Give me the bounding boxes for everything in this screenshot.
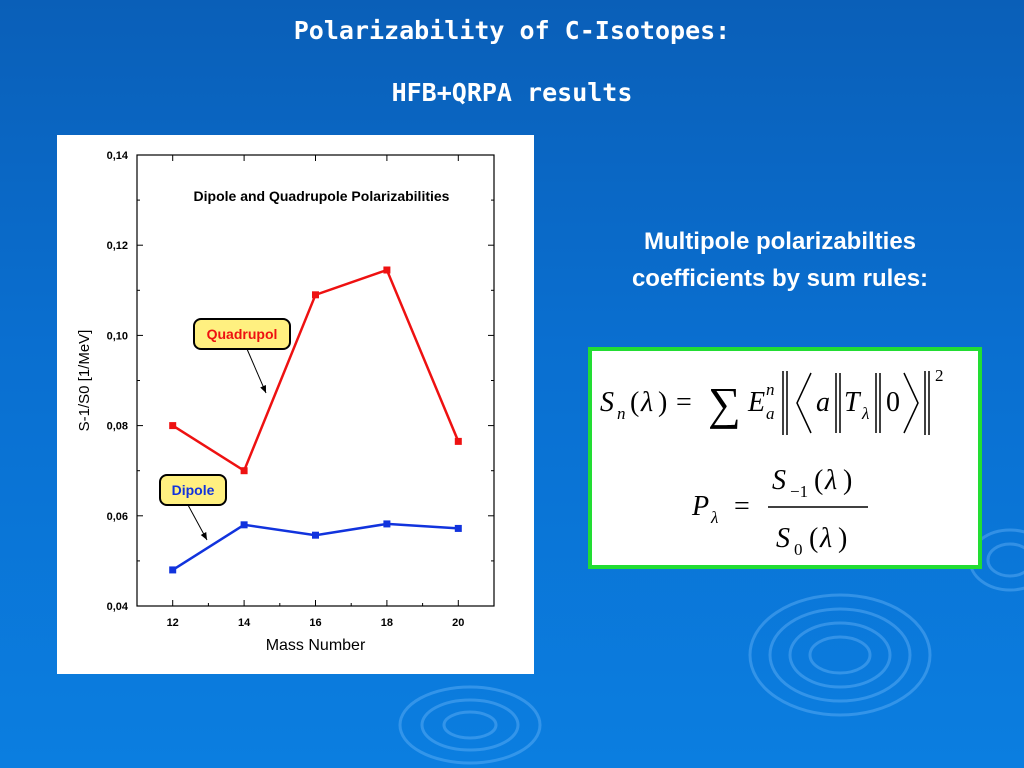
svg-text:−1: −1 xyxy=(790,482,808,501)
callout-arrowhead-quadrupol xyxy=(260,385,266,393)
callout-box-quadrupol xyxy=(193,318,291,350)
svg-text:E: E xyxy=(747,387,765,418)
svg-text:λ: λ xyxy=(861,404,869,423)
svg-text:P: P xyxy=(691,491,709,522)
callout-arrow-quadrupol xyxy=(246,348,267,394)
svg-text:S: S xyxy=(776,523,790,554)
svg-text:S: S xyxy=(600,387,614,418)
y-tick-label: 0,06 xyxy=(107,511,128,523)
svg-text:∑: ∑ xyxy=(708,378,741,429)
data-point-quadrupol xyxy=(312,291,319,299)
x-tick-label: 20 xyxy=(452,617,464,629)
svg-text:n: n xyxy=(617,404,626,423)
svg-text:λ: λ xyxy=(640,387,653,418)
callout-box-dipole xyxy=(159,474,227,506)
svg-text:a: a xyxy=(766,404,775,423)
data-point-quadrupol xyxy=(454,437,462,445)
data-point-dipole xyxy=(240,521,248,529)
data-point-quadrupol xyxy=(240,467,248,475)
svg-text:S: S xyxy=(772,465,786,496)
series-line-quadrupol xyxy=(172,268,460,473)
x-tick-label: 14 xyxy=(238,617,251,629)
y-tick-label: 0,14 xyxy=(107,150,129,162)
polarizability-formula: P λ = S −1 ( λ ) S 0 ( λ ) xyxy=(691,465,868,559)
caption-line1: Multipole polarizabilties xyxy=(643,228,917,255)
y-tick-label: 0,10 xyxy=(107,330,128,342)
svg-text:(: ( xyxy=(814,465,823,496)
data-point-dipole xyxy=(169,566,177,574)
svg-text:2: 2 xyxy=(935,366,944,385)
callout-label-quadrupol: Quadrupol xyxy=(207,326,278,342)
callout-arrowhead-dipole xyxy=(200,532,207,540)
y-axis-label: S-1/S0 [1/MeV] xyxy=(76,330,93,432)
svg-text:=: = xyxy=(734,491,750,522)
svg-text:(: ( xyxy=(809,523,818,554)
caption: Multipole polarizabilties coefficients b… xyxy=(555,223,1005,297)
svg-text:a: a xyxy=(816,387,830,418)
svg-text:): ) xyxy=(843,465,852,496)
formula-box: S n ( λ ) = ∑ E n a a T λ 0 2 xyxy=(588,347,982,569)
svg-text:0: 0 xyxy=(886,387,900,418)
chart-panel: 0,04 0,06 0,08 0,10 0,12 0,14 12 14 16 18 20 Mass N… xyxy=(57,135,534,674)
y-tick-label: 0,04 xyxy=(107,601,129,613)
svg-text:λ: λ xyxy=(710,508,718,527)
chart-title: Dipole and Quadrupole Polarizabilities xyxy=(194,188,450,204)
y-tick-label: 0,08 xyxy=(107,421,128,433)
data-point-dipole xyxy=(454,524,462,532)
caption-line2: coefficients by sum rules: xyxy=(631,265,929,292)
x-tick-label: 12 xyxy=(167,617,179,629)
svg-text:0: 0 xyxy=(794,540,803,559)
formula-svg: S n ( λ ) = ∑ E n a a T λ 0 2 xyxy=(600,366,944,559)
callout-label-dipole: Dipole xyxy=(172,482,215,498)
x-axis-label: Mass Number xyxy=(266,637,366,654)
svg-text:T: T xyxy=(844,387,862,418)
slide-title-line2: HFB+QRPA results xyxy=(391,78,633,107)
svg-text:(: ( xyxy=(630,387,639,418)
data-point-dipole xyxy=(383,520,391,528)
svg-text:λ: λ xyxy=(824,465,837,496)
svg-text:=: = xyxy=(676,387,692,418)
y-tick-label: 0,12 xyxy=(107,240,128,252)
data-point-quadrupol xyxy=(383,266,391,274)
x-tick-label: 18 xyxy=(381,617,393,629)
x-tick-label: 16 xyxy=(309,617,321,629)
svg-text:): ) xyxy=(838,523,847,554)
svg-text:λ: λ xyxy=(819,523,832,554)
svg-text:n: n xyxy=(766,380,775,399)
slide-title-line1: Polarizability of C-Isotopes: xyxy=(293,16,731,45)
series-line-dipole xyxy=(172,522,459,571)
sum-rule-formula: S n ( λ ) = ∑ E n a a T λ 0 2 xyxy=(600,366,944,435)
polarizability-chart: 0,04 0,06 0,08 0,10 0,12 0,14 12 14 16 18 20 Mass N… xyxy=(76,150,495,654)
data-point-quadrupol xyxy=(169,422,177,430)
svg-text:): ) xyxy=(658,387,667,418)
data-point-dipole xyxy=(312,531,319,539)
